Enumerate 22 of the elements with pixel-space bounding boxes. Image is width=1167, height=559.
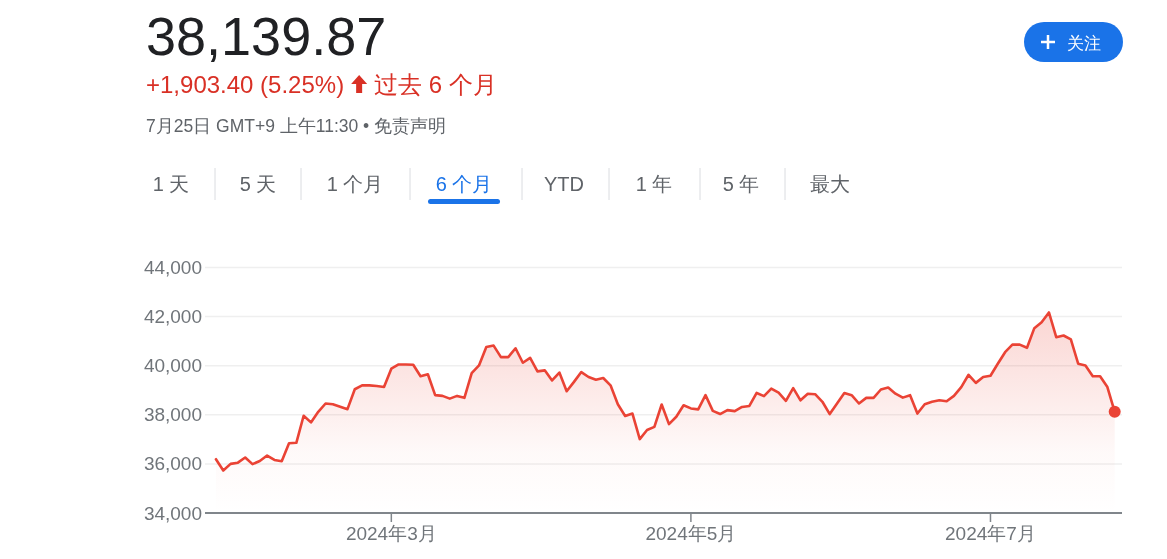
x-tick-label: 2024年3月 bbox=[345, 523, 437, 544]
title: 38,139.87 bbox=[146, 6, 387, 66]
tab-label: 1 年 bbox=[635, 173, 673, 195]
tab-label: 1 个月 bbox=[326, 173, 384, 195]
period-label: 过去 6 个月 bbox=[374, 71, 497, 98]
x-tick-label: 2024年7月 bbox=[945, 523, 1036, 544]
y-tick-label: 44,000 bbox=[143, 257, 202, 278]
tab-label: 1 天 bbox=[152, 173, 190, 195]
y-tick-label: 38,000 bbox=[143, 404, 202, 426]
tab-label: 最大 bbox=[810, 173, 850, 195]
y-tick-label: 34,000 bbox=[143, 502, 202, 524]
timestamp-label: 7月25日 GMT+9 上午11:30 • 免责声明 bbox=[146, 116, 447, 136]
tab-label: 5 年 bbox=[722, 173, 760, 195]
y-tick-label: 40,000 bbox=[143, 355, 202, 377]
subtitle: +1,903.40 (5.25%) bbox=[146, 71, 345, 98]
y-tick-label: 42,000 bbox=[143, 306, 202, 328]
y-tick-label: 36,000 bbox=[143, 453, 202, 475]
tab-label: YTD bbox=[544, 173, 584, 195]
tab-label: 6 个月 bbox=[435, 173, 493, 195]
button-follow: 关注 bbox=[1024, 22, 1123, 62]
tab-label: 5 天 bbox=[239, 173, 277, 195]
x-tick-label: 2024年5月 bbox=[645, 523, 737, 544]
